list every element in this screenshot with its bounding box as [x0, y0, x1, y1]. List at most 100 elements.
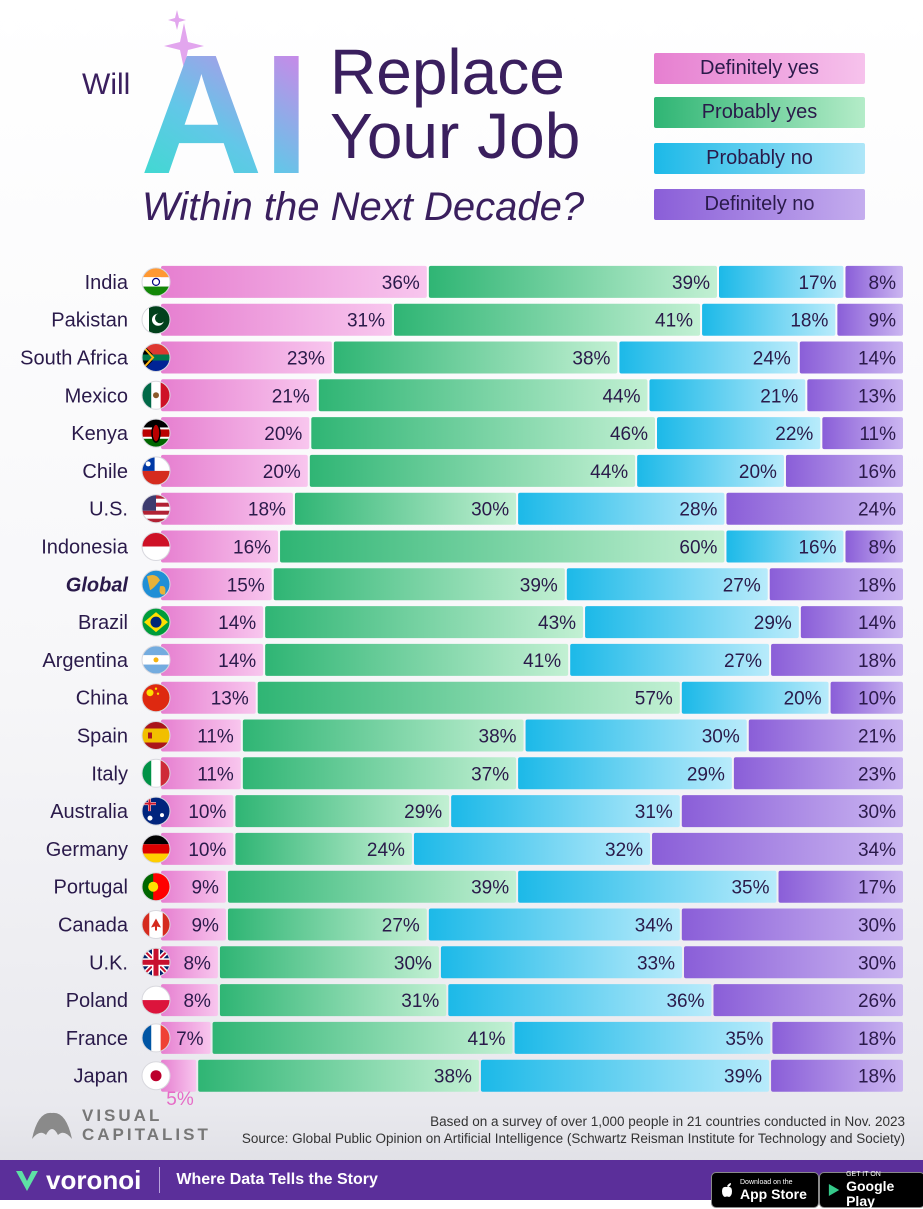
- bar-label: 8%: [183, 953, 211, 974]
- bar-india-probably-no: [719, 265, 844, 298]
- google-play-big: Google Play: [846, 1178, 895, 1209]
- category-label: South Africa: [20, 348, 129, 370]
- bar-chile-probably-yes: [309, 454, 636, 487]
- bar-label: 39%: [471, 878, 509, 899]
- bar-label: 9%: [191, 878, 219, 899]
- pakistan-flag-icon: [141, 305, 171, 335]
- bar-china-probably-no: [681, 681, 829, 714]
- france-flag-icon: [141, 1023, 171, 1053]
- bar-canada-probably-no: [428, 908, 680, 941]
- bar-u-s-probably-yes: [294, 492, 517, 525]
- bar-australia-probably-no: [451, 795, 680, 828]
- bar-france-definitely-no: [772, 1021, 903, 1054]
- bar-label: 36%: [382, 273, 420, 294]
- japan-small-label: 5%: [166, 1089, 194, 1110]
- bar-india-definitely-yes: [161, 265, 427, 298]
- legend-definitely-no: Definitely no: [654, 189, 865, 220]
- visual-capitalist-logo: VISUAL CAPITALIST: [30, 1105, 211, 1145]
- ai-letters: AI: [140, 20, 310, 183]
- bar-label: 18%: [248, 500, 286, 521]
- bar-portugal-probably-yes: [227, 870, 517, 903]
- bar-label: 16%: [858, 462, 896, 483]
- category-label: China: [76, 688, 129, 710]
- bar-label: 41%: [655, 311, 693, 332]
- bar-pakistan-definitely-no: [837, 303, 903, 336]
- bar-india-definitely-no: [845, 265, 903, 298]
- bar-label: 60%: [679, 538, 717, 559]
- ai-logo: AI: [140, 10, 310, 183]
- bar-australia-definitely-yes: [161, 795, 234, 828]
- bar-india-probably-yes: [428, 265, 717, 298]
- category-label: India: [85, 272, 129, 294]
- uk-flag-icon: [141, 947, 171, 977]
- bar-label: 14%: [218, 651, 256, 672]
- bar-label: 39%: [724, 1067, 762, 1088]
- bar-canada-probably-yes: [227, 908, 427, 941]
- brazil-flag-icon: [141, 607, 171, 637]
- chile-flag-icon: [141, 456, 171, 486]
- bar-brazil-definitely-yes: [161, 606, 264, 639]
- bar-label: 17%: [798, 273, 836, 294]
- legend-probably-no: Probably no: [654, 143, 865, 174]
- bar-label: 27%: [724, 651, 762, 672]
- bar-germany-definitely-yes: [161, 832, 234, 865]
- bar-indonesia-probably-yes: [280, 530, 725, 563]
- japan-flag-icon: [141, 1061, 171, 1091]
- bar-u-k-definitely-no: [684, 946, 903, 979]
- footer-divider: [159, 1167, 161, 1193]
- bar-label: 15%: [227, 575, 265, 596]
- bar-label: 57%: [635, 689, 673, 710]
- brand-name: voronoi: [46, 1164, 142, 1195]
- bar-label: 20%: [263, 462, 301, 483]
- category-label: Pakistan: [51, 310, 128, 332]
- bar-label: 30%: [858, 802, 896, 823]
- bar-mexico-definitely-yes: [161, 379, 317, 412]
- bar-label: 13%: [858, 386, 896, 407]
- bar-label: 9%: [191, 916, 219, 937]
- bar-label: 29%: [687, 764, 725, 785]
- bar-chile-definitely-no: [785, 454, 903, 487]
- poland-flag-icon: [141, 985, 171, 1015]
- bar-label: 34%: [858, 840, 896, 861]
- bar-label: 38%: [572, 349, 610, 370]
- bar-kenya-probably-yes: [311, 417, 655, 450]
- mountain-logo-icon: [32, 1112, 72, 1139]
- bar-germany-probably-no: [413, 832, 651, 865]
- app-store-badge[interactable]: Download on the App Store: [711, 1172, 819, 1208]
- bar-label: 22%: [775, 424, 813, 445]
- bar-germany-probably-yes: [235, 832, 412, 865]
- bar-global-definitely-no: [769, 568, 903, 601]
- bar-label: 9%: [869, 311, 897, 332]
- bar-label: 20%: [264, 424, 302, 445]
- bar-kenya-definitely-yes: [161, 417, 310, 450]
- bar-portugal-definitely-no: [778, 870, 903, 903]
- bar-italy-probably-yes: [242, 757, 517, 790]
- source-note: Source: Global Public Opinion on Artific…: [241, 1131, 905, 1146]
- survey-note: Based on a survey of over 1,000 people i…: [430, 1114, 905, 1129]
- category-label: Chile: [82, 461, 128, 483]
- bar-japan-definitely-yes: [161, 1059, 197, 1092]
- bar-italy-definitely-no: [733, 757, 903, 790]
- bar-label: 11%: [197, 727, 234, 748]
- bar-mexico-definitely-no: [807, 379, 903, 412]
- bar-label: 29%: [754, 613, 792, 634]
- bar-label: 10%: [858, 689, 896, 710]
- google-play-badge[interactable]: GET IT ON Google Play: [819, 1171, 923, 1209]
- legend-definitely-yes: Definitely yes: [654, 53, 865, 84]
- bar-label: 24%: [367, 840, 405, 861]
- bar-label: 11%: [197, 764, 234, 785]
- bar-label: 18%: [790, 311, 828, 332]
- bar-label: 28%: [679, 500, 717, 521]
- bar-label: 18%: [858, 651, 896, 672]
- category-label: Indonesia: [41, 537, 129, 559]
- bar-global-probably-yes: [273, 568, 565, 601]
- bar-label: 10%: [188, 802, 226, 823]
- bar-italy-probably-no: [518, 757, 732, 790]
- bar-label: 14%: [858, 613, 896, 634]
- bar-label: 8%: [869, 273, 897, 294]
- bar-label: 30%: [394, 953, 432, 974]
- bar-argentina-probably-yes: [265, 643, 569, 676]
- category-label: Australia: [50, 801, 129, 823]
- bar-label: 14%: [858, 349, 896, 370]
